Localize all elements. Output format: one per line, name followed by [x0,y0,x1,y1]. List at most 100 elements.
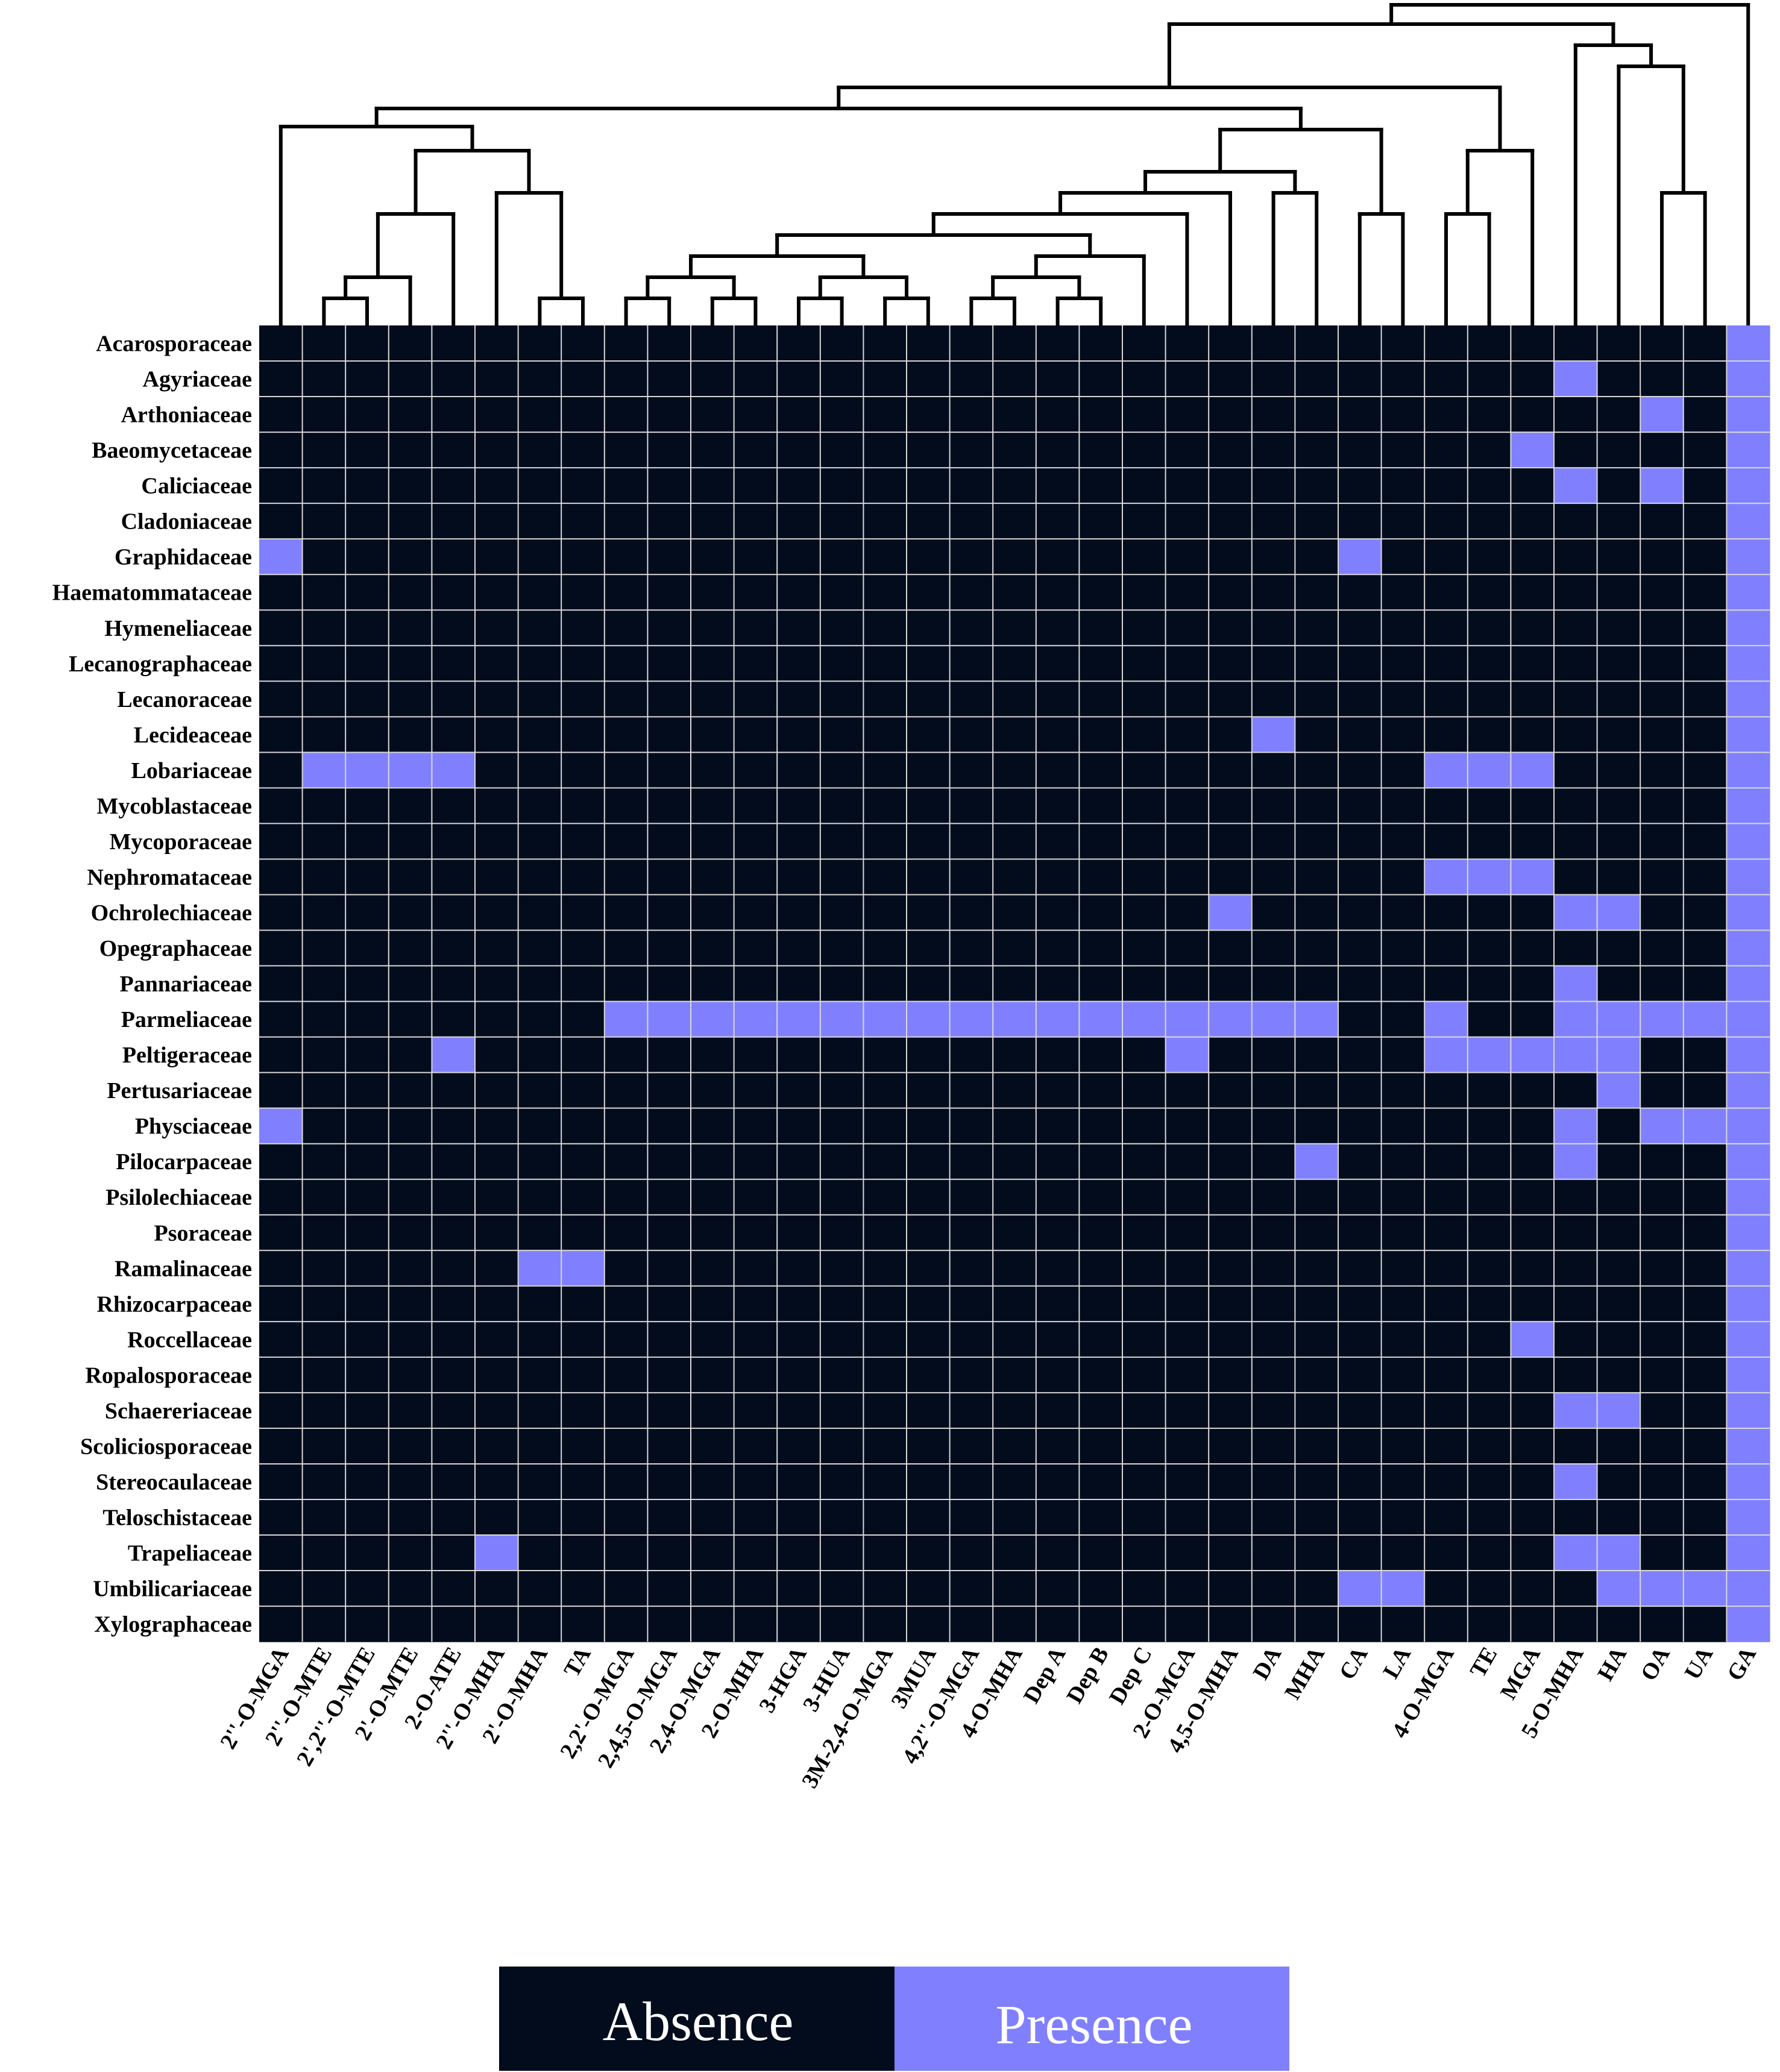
cell-absence [1640,717,1684,753]
cell-presence [1511,1037,1555,1073]
cell-absence [475,681,519,717]
cell-absence [777,1321,821,1358]
cell-absence [1597,788,1641,824]
cell-absence [1511,1463,1555,1500]
cell-absence [1424,432,1468,468]
cell-absence [388,1321,432,1358]
cell-absence [1251,823,1295,860]
cell-absence [1554,1321,1598,1358]
cell-absence [1554,1357,1598,1393]
cell-absence [1683,1072,1727,1109]
cell-absence [259,788,303,824]
cell-absence [993,574,1037,611]
cell-absence [1338,325,1382,362]
cell-absence [1122,1499,1166,1536]
cell-absence [1683,965,1727,1002]
cell-absence [691,717,735,753]
cell-absence [1165,1357,1209,1393]
cell-absence [561,823,605,860]
cell-presence [1251,1001,1295,1038]
cell-absence [1683,397,1727,433]
cell-presence [259,539,303,575]
cell-absence [820,1179,864,1216]
cell-absence [518,1179,562,1216]
cell-absence [949,574,993,611]
cell-absence [993,752,1037,788]
cell-absence [1209,1250,1253,1287]
cell-absence [1036,503,1080,539]
cell-absence [604,1179,648,1216]
cell-absence [1640,610,1684,646]
cell-absence [1251,325,1295,362]
row-label: Roccellaceae [127,1327,252,1352]
cell-absence [1554,1286,1598,1322]
cell-absence [907,610,951,646]
cell-absence [1554,610,1598,646]
cell-absence [1511,965,1555,1002]
cell-presence [734,1001,778,1038]
cell-absence [259,1535,303,1571]
cell-absence [1079,1072,1123,1109]
cell-absence [1122,894,1166,931]
cell-absence [1165,752,1209,788]
cell-absence [907,823,951,860]
cell-absence [1424,1143,1468,1180]
cell-absence [432,1606,476,1642]
cell-absence [475,1286,519,1322]
cell-absence [734,432,778,468]
cell-absence [432,1321,476,1358]
cell-absence [302,823,346,860]
cell-absence [777,823,821,860]
cell-absence [1511,1108,1555,1144]
cell-absence [1338,610,1382,646]
row-label: Arthoniaceae [121,403,252,428]
cell-absence [388,468,432,504]
cell-absence [863,788,907,824]
cell-absence [691,788,735,824]
cell-absence [475,1463,519,1500]
cell-absence [561,397,605,433]
cell-absence [1467,432,1511,468]
cell-absence [259,1001,303,1038]
cell-absence [1036,1108,1080,1144]
cell-absence [1381,1179,1425,1216]
cell-absence [1165,1606,1209,1642]
cell-absence [475,361,519,397]
cell-absence [1165,361,1209,397]
cell-absence [1640,1535,1684,1571]
cell-absence [949,1214,993,1251]
cell-absence [820,1143,864,1180]
cell-absence [647,823,691,860]
row-label: Peltigeraceae [122,1043,252,1068]
cell-absence [907,503,951,539]
cell-presence [1554,1001,1598,1038]
cell-absence [1079,1606,1123,1642]
cell-absence [1209,1463,1253,1500]
cell-absence [1511,1499,1555,1536]
cell-absence [518,1286,562,1322]
row-label: Trapeliaceae [128,1541,252,1566]
cell-absence [777,1072,821,1109]
cell-presence [1726,1179,1770,1216]
cell-absence [1036,1072,1080,1109]
cell-absence [1036,965,1080,1002]
cell-absence [1683,1037,1727,1073]
cell-absence [777,645,821,682]
cell-absence [1251,1214,1295,1251]
cell-absence [1209,1037,1253,1073]
cell-absence [691,1392,735,1429]
cell-absence [863,717,907,753]
cell-absence [432,574,476,611]
cell-absence [1036,1321,1080,1358]
cell-absence [777,1286,821,1322]
cell-absence [475,1179,519,1216]
cell-absence [1597,1606,1641,1642]
cell-absence [691,503,735,539]
cell-absence [949,717,993,753]
cell-absence [1683,1463,1727,1500]
cell-absence [561,752,605,788]
cell-absence [561,1001,605,1038]
cell-presence [1597,894,1641,931]
cell-absence [302,1357,346,1393]
cell-absence [1381,1037,1425,1073]
